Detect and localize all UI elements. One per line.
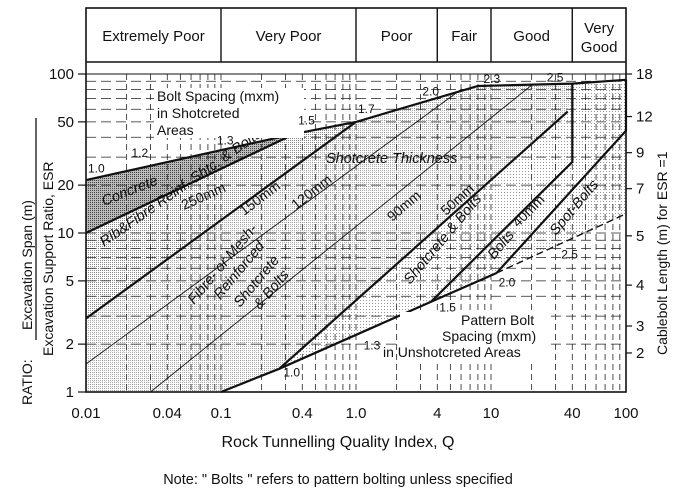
- rock-class-label: Good: [513, 28, 550, 45]
- shotcreted-title-line2: in Shotcreted: [157, 105, 240, 121]
- y2-tick-label: 3: [636, 318, 644, 335]
- shotcreted-spacing-value: 1.0: [88, 162, 105, 176]
- y-tick-label: 100: [49, 66, 74, 83]
- shotcreted-spacing-value: 2.0: [422, 85, 439, 99]
- x-tick-label: 1.0: [346, 405, 367, 422]
- unshotcreted-spacing-value: 1.5: [439, 301, 456, 315]
- unshotcreted-spacing-title: Pattern Bolt Spacing (mxm) in Unshotcret…: [383, 312, 550, 362]
- y-axis-ratio-prefix: RATIO:: [19, 359, 35, 405]
- x-tick-label: 0.1: [211, 405, 232, 422]
- line-50mm-boundary: [278, 110, 569, 370]
- x-axis-title: Rock Tunnelling Quality Index, Q: [221, 434, 454, 451]
- y-tick-label: 20: [57, 177, 74, 194]
- rock-class-label: Very Poor: [256, 28, 322, 45]
- shotcreted-spacing-value: 2.5: [547, 70, 564, 84]
- x-tick-label: 0.01: [71, 405, 100, 422]
- line-upper-boundary: [85, 78, 627, 182]
- y-tick-label: 2: [66, 336, 74, 353]
- x-tick-label: 10: [483, 405, 500, 422]
- line-concrete-250mm-boundary: [85, 132, 295, 234]
- shotcreted-spacing-value: 1.2: [131, 146, 148, 160]
- y-tick-label: 5: [66, 273, 74, 290]
- y2-tick-label: 2: [636, 345, 644, 362]
- line-40mm-boundary: [430, 83, 574, 303]
- rock-class-label: Fair: [451, 28, 477, 45]
- x-tick-label: 0.4: [292, 405, 313, 422]
- x-tick-label: 4: [433, 405, 441, 422]
- unshotcreted-spacing-value: 1.3: [364, 339, 381, 353]
- y-tick-label: 1: [66, 384, 74, 401]
- y-axis-title-bottom: Excavation Support Ratio, ESR: [40, 161, 56, 356]
- line-150mm-boundary: [85, 121, 357, 320]
- y2-tick-label: 5: [636, 228, 644, 245]
- rock-class-label: Poor: [381, 28, 413, 45]
- y-tick-label: 10: [57, 225, 74, 242]
- rock-class-label: Very: [584, 20, 615, 37]
- y2-tick-label: 7: [636, 181, 644, 198]
- y2-axis-title: Cablebolt Length (m) for ESR =1: [654, 151, 670, 355]
- shotcreted-spacing-value: 2.3: [483, 72, 500, 86]
- shotcreted-spacing-value: 1.3: [217, 134, 234, 148]
- line-spot-bolts-boundary: [495, 79, 628, 274]
- y2-tick-label: 9: [636, 145, 644, 162]
- shotcreted-title-line1: Bolt Spacing (mxm): [157, 88, 279, 104]
- chart-note: Note: " Bolts " refers to pattern boltin…: [163, 472, 513, 488]
- y-axis-title-top: Excavation Span (m): [19, 200, 35, 330]
- line-lower-boundary: [220, 271, 498, 394]
- shotcreted-title-line3: Areas: [157, 122, 194, 138]
- shotcreted-spacing-value: 1.7: [358, 102, 375, 116]
- unshotcreted-title-line2: Spacing (mxm): [442, 328, 536, 344]
- x-tick-label: 40: [564, 405, 581, 422]
- unshotcreted-spacing-value: 2.0: [499, 276, 516, 290]
- rock-class-label: Good: [581, 39, 618, 56]
- x-tick-label: 100: [613, 405, 638, 422]
- unshotcreted-spacing-value: 1.0: [283, 366, 300, 380]
- y2-tick-label: 12: [636, 109, 653, 126]
- y2-tick-label: 18: [636, 66, 653, 83]
- unshotcreted-title-line3: in Unshotcreted Areas: [383, 344, 521, 360]
- y2-tick-label: 4: [636, 277, 644, 294]
- y-tick-label: 50: [57, 114, 74, 131]
- x-tick-label: 0.04: [153, 405, 182, 422]
- rock-class-label: Extremely Poor: [102, 28, 205, 45]
- line-90mm-line: [150, 84, 532, 393]
- line-unshotcreted-2.5-line: [496, 213, 627, 274]
- shotcreted-spacing-title: Bolt Spacing (mxm) in Shotcreted Areas: [154, 88, 304, 138]
- unshotcreted-spacing-value: 2.5: [561, 248, 578, 262]
- line-120mm-line: [85, 89, 462, 365]
- shotcreted-spacing-value: 1.5: [298, 114, 315, 128]
- unshotcreted-title-line1: Pattern Bolt: [461, 312, 534, 328]
- label-shotcrete-thickness: Shotcrete Thickness: [326, 151, 457, 167]
